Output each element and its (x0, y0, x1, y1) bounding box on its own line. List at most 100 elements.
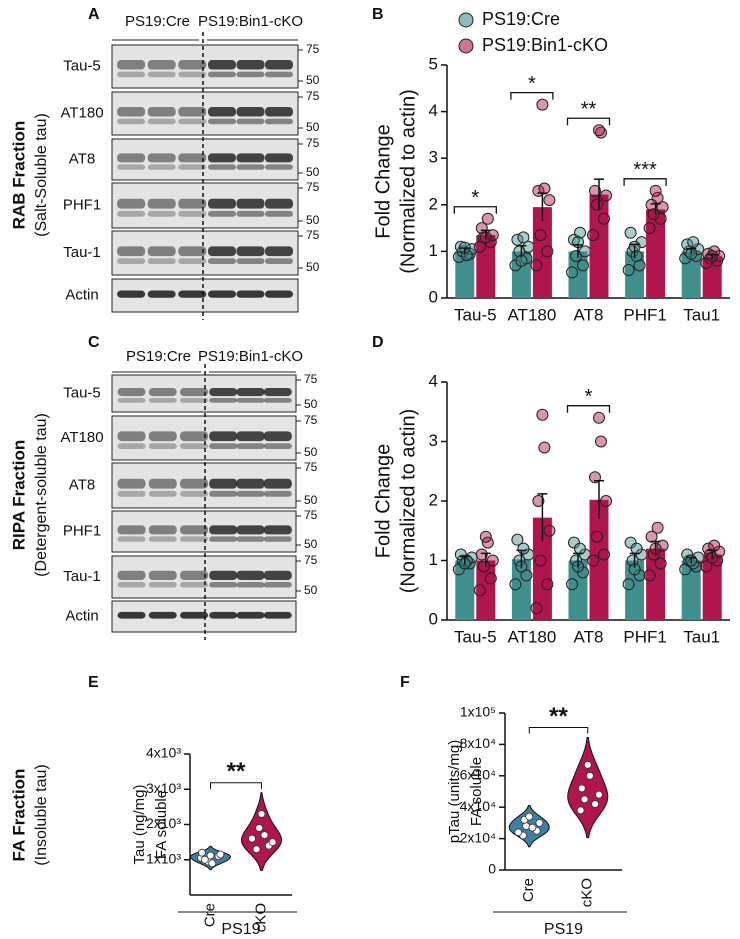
data-point (216, 850, 225, 859)
blot-band (147, 258, 176, 264)
blot-band (148, 431, 177, 442)
data-point (630, 542, 643, 555)
marker-label: 50 (304, 537, 318, 551)
blot-band (117, 210, 146, 217)
bar (589, 499, 609, 620)
y-tick-label: 4x10⁴ (460, 798, 496, 814)
y-tick-label: 3 (429, 431, 438, 450)
y-tick-label: 1 (429, 241, 438, 260)
row-label: Actin (65, 286, 98, 303)
blot-band (117, 570, 146, 580)
error-bar (686, 247, 697, 255)
data-point (475, 548, 488, 561)
blot-band (208, 153, 236, 163)
blot-band (236, 431, 265, 442)
data-point (598, 212, 610, 225)
significance-bracket (210, 782, 262, 789)
y-tick-label: 1 (429, 550, 438, 569)
x-tick-label: AT180 (507, 305, 556, 324)
blot-band (208, 290, 236, 298)
blot-band (117, 611, 146, 619)
data-point (687, 236, 700, 249)
y-tick-label: 0 (488, 861, 496, 877)
blot-band (263, 397, 292, 403)
data-point (514, 828, 523, 837)
y-tick-label: 2 (429, 490, 438, 509)
row-label: Actin (65, 607, 98, 624)
blot-band (236, 258, 265, 264)
blot-band (117, 397, 146, 403)
blot-band (265, 107, 293, 117)
blot-band (148, 490, 177, 497)
data-point (454, 240, 467, 253)
blot-band (178, 258, 207, 264)
bar (702, 256, 722, 298)
data-point (600, 189, 612, 202)
blot-band (208, 118, 236, 125)
data-point (593, 124, 605, 137)
blot-band (263, 387, 292, 397)
data-point (643, 222, 656, 235)
y-tick-label: 8x10⁴ (460, 735, 496, 751)
fraction-title: RAB Fraction (9, 121, 28, 230)
blot-band (209, 478, 238, 489)
data-point (649, 184, 662, 197)
data-point (252, 845, 261, 854)
error-bar (650, 203, 661, 216)
data-point (654, 212, 667, 225)
row-label: Tau-5 (63, 384, 101, 401)
marker-label: 75 (304, 460, 318, 474)
blot-band (147, 198, 176, 209)
blot-band (263, 490, 292, 497)
data-point (541, 578, 554, 591)
blot-band (148, 387, 177, 397)
blot-band (117, 478, 146, 489)
blot-band (236, 525, 265, 535)
y-tick-label: 5 (429, 54, 438, 73)
data-point (651, 521, 664, 534)
blot-band (265, 60, 293, 70)
significance-label: *** (633, 159, 657, 181)
data-point (257, 810, 266, 818)
data-point (574, 226, 586, 239)
error-bar (707, 253, 718, 260)
blot-band (263, 478, 292, 489)
error-bar (459, 247, 470, 255)
blot-band (180, 490, 209, 497)
blot-band (265, 153, 293, 163)
fraction-subtitle: (Insoluble tau) (33, 764, 50, 865)
data-point (473, 584, 486, 597)
marker-label: 75 (304, 508, 318, 522)
data-point (486, 229, 499, 242)
blot-band (117, 198, 146, 209)
data-point (517, 542, 530, 555)
row-label: Tau-5 (63, 57, 101, 74)
bar (646, 209, 666, 298)
blot-band (180, 570, 209, 580)
significance-bracket (566, 117, 611, 126)
x-tick-label: Tau1 (683, 305, 720, 324)
data-point (595, 790, 603, 799)
blot-band (178, 71, 207, 78)
blot-band (209, 490, 238, 497)
y-tick-label: 1x10⁵ (460, 704, 496, 720)
error-bar (594, 178, 604, 210)
fraction-labels: RAB Fraction (Salt-Soluble tau) RIPA Fra… (9, 113, 50, 866)
significance-label: ** (549, 703, 568, 730)
significance-label: * (471, 187, 479, 209)
marker-label: 75 (306, 89, 320, 103)
blot-band (236, 107, 265, 117)
data-point (536, 98, 549, 111)
bar (532, 517, 552, 620)
blot-band (263, 611, 292, 619)
blot-band (148, 443, 177, 449)
marker-label: 75 (306, 180, 320, 194)
blot-band (236, 198, 265, 209)
error-bar (480, 552, 491, 568)
data-point (532, 495, 545, 507)
blot-band (117, 164, 146, 170)
significance-label: * (585, 386, 593, 408)
y-tick-label: 1x10³ (146, 850, 181, 866)
y-axis-label: Tau (ng/mg) (131, 784, 148, 864)
panel-letter: D (372, 334, 384, 351)
